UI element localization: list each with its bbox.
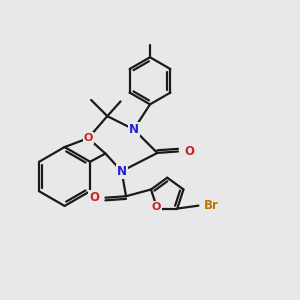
Text: O: O [83,133,93,143]
Text: Br: Br [204,199,219,212]
Text: N: N [129,123,139,136]
Text: O: O [89,191,99,204]
Text: O: O [152,202,161,212]
Text: N: N [117,165,127,178]
Text: O: O [184,145,194,158]
